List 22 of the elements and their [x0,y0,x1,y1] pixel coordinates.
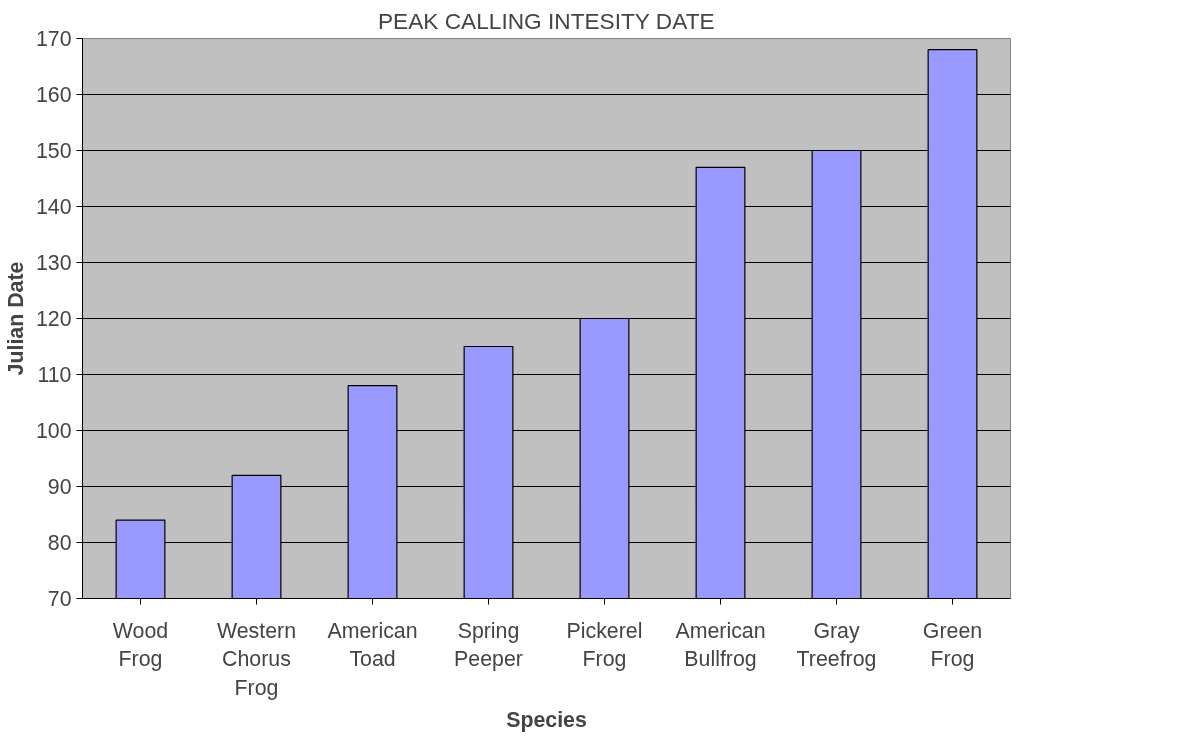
x-tick-label: Wood Frog [112,618,169,672]
x-tick-label: American Toad [327,618,418,672]
y-tick-label: 100 [35,419,72,443]
y-tick-label: 150 [35,139,72,163]
y-tick-label: 120 [35,307,72,331]
chart-title: PEAK CALLING INTESITY DATE [378,7,715,34]
y-tick-label: 80 [47,531,72,555]
x-tick-label: Pickerel Frog [566,618,643,672]
x-axis-title: Species [506,708,587,733]
y-tick-label: 140 [35,195,72,219]
y-tick-label: 130 [35,251,72,275]
y-tick-label: 110 [37,363,72,387]
x-tick-label: Green Frog [922,618,983,672]
y-tick-label: 90 [47,475,72,499]
x-tick-label: Spring Peeper [454,618,523,672]
x-tick-label: Gray Treefrog [796,618,877,672]
y-tick-label: 160 [35,83,72,107]
y-tick-label: 170 [35,27,72,51]
y-axis-title: Julian Date [3,261,28,376]
x-tick-label: Western Chorus Frog [216,618,297,701]
y-tick-label: 70 [47,587,72,611]
x-tick-label: American Bullfrog [675,618,766,672]
